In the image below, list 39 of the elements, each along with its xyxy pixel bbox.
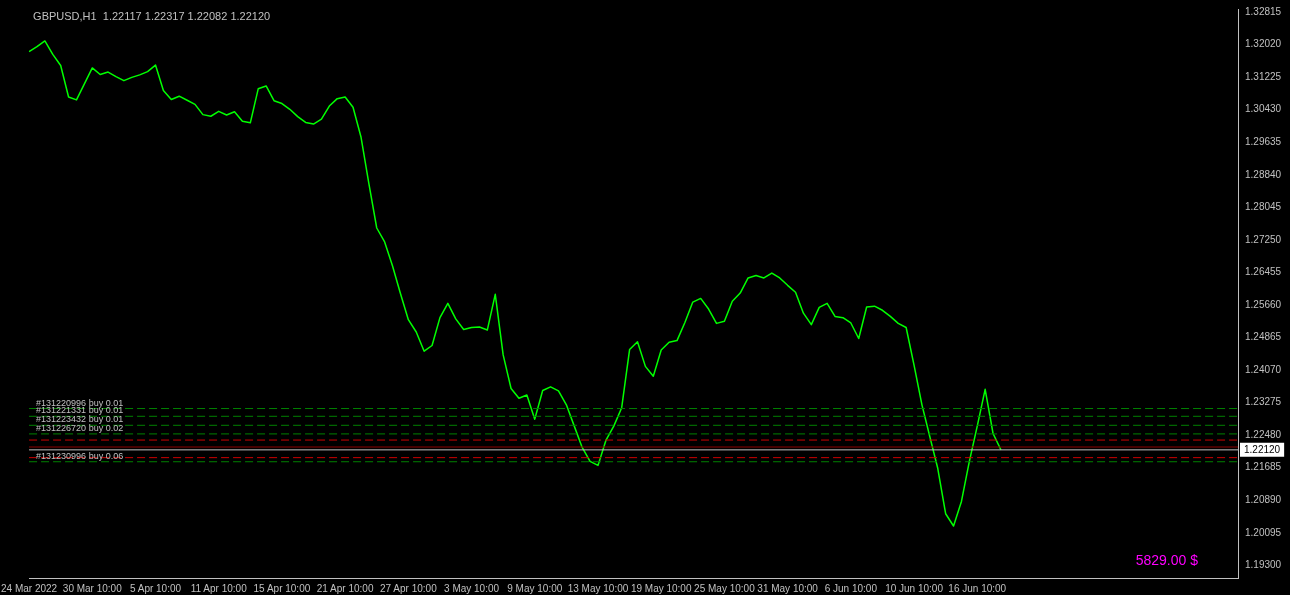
x-tick-label: 25 May 10:00 bbox=[694, 582, 756, 594]
x-tick-label: 13 May 10:00 bbox=[567, 582, 629, 594]
y-tick-label: 1.28840 bbox=[1245, 168, 1282, 180]
x-tick-label: 9 May 10:00 bbox=[507, 582, 563, 594]
y-tick-label: 1.32020 bbox=[1245, 38, 1282, 50]
x-tick-label: 5 Apr 10:00 bbox=[129, 582, 182, 594]
y-tick-label: 1.29635 bbox=[1245, 135, 1282, 147]
y-tick-label: 1.21685 bbox=[1245, 461, 1282, 473]
x-tick-label: 11 Apr 10:00 bbox=[190, 582, 248, 594]
chart-title: GBPUSD,H1 1.22117 1.22317 1.22082 1.22120 bbox=[33, 9, 271, 22]
x-tick-label: 15 Apr 10:00 bbox=[253, 582, 311, 594]
y-tick-label: 1.22480 bbox=[1245, 428, 1282, 440]
y-tick-label: 1.20095 bbox=[1245, 526, 1282, 538]
y-tick-label: 1.23275 bbox=[1245, 396, 1282, 408]
x-tick-label: 10 Jun 10:00 bbox=[885, 582, 944, 594]
x-tick-label: 19 May 10:00 bbox=[630, 582, 692, 594]
ref-line-label: #131220996 buy 0.01 bbox=[36, 397, 124, 408]
y-tick-label: 1.20890 bbox=[1245, 493, 1282, 505]
annotation: 5829.00 $ bbox=[1135, 551, 1199, 568]
x-tick-label: 31 May 10:00 bbox=[757, 582, 819, 594]
y-tick-label: 1.27250 bbox=[1245, 233, 1282, 245]
x-tick-label: 3 May 10:00 bbox=[444, 582, 500, 594]
y-tick-label: 1.24865 bbox=[1245, 331, 1282, 343]
ref-line-label: 1.22120 bbox=[1244, 443, 1281, 455]
y-tick-label: 1.24070 bbox=[1245, 363, 1282, 375]
x-tick-label: 21 Apr 10:00 bbox=[316, 582, 374, 594]
x-tick-label: 30 Mar 10:00 bbox=[62, 582, 123, 594]
x-tick-label: 6 Jun 10:00 bbox=[824, 582, 878, 594]
y-tick-label: 1.28045 bbox=[1245, 201, 1282, 213]
y-tick-label: 1.32815 bbox=[1245, 5, 1282, 17]
y-tick-label: 1.31225 bbox=[1245, 70, 1282, 82]
y-tick-label: 1.19300 bbox=[1245, 559, 1282, 571]
y-tick-label: 1.26455 bbox=[1245, 266, 1282, 278]
x-tick-label: 27 Apr 10:00 bbox=[379, 582, 438, 594]
ref-line-label: #131223432 buy 0.01 bbox=[36, 414, 124, 425]
y-tick-label: 1.25660 bbox=[1245, 298, 1282, 310]
y-tick-label: 1.30430 bbox=[1245, 103, 1282, 115]
x-tick-label: 16 Jun 10:00 bbox=[948, 582, 1007, 594]
x-tick-label: 24 Mar 2022 bbox=[1, 582, 58, 594]
